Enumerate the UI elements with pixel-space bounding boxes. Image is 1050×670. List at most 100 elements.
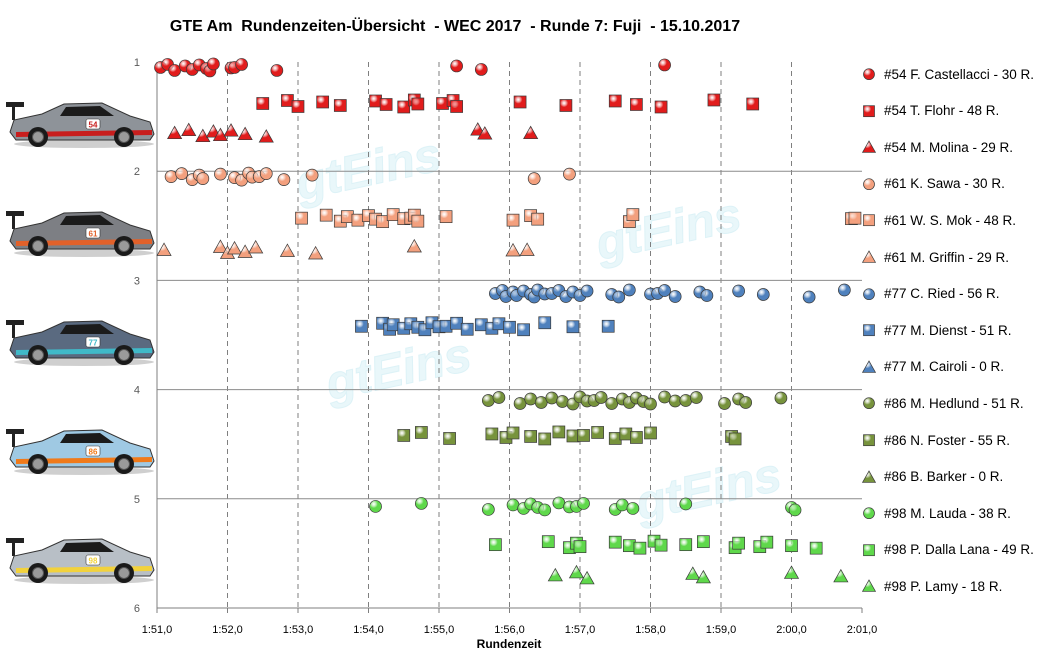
data-point bbox=[406, 238, 422, 253]
data-point bbox=[739, 396, 753, 409]
data-point bbox=[492, 391, 506, 404]
data-point bbox=[411, 214, 425, 228]
data-point bbox=[439, 319, 453, 333]
data-point bbox=[506, 498, 520, 512]
series-8 bbox=[355, 316, 615, 337]
y-tick-label: 1 bbox=[134, 57, 140, 69]
data-point bbox=[376, 215, 389, 229]
data-point bbox=[700, 289, 714, 302]
x-tick-label: 1:57,0 bbox=[565, 624, 596, 636]
data-point bbox=[223, 123, 239, 137]
legend-label: #98 P. Dalla Lana - 49 R. bbox=[884, 542, 1034, 558]
data-point bbox=[411, 97, 425, 111]
data-point bbox=[679, 538, 693, 552]
legend-marker-icon bbox=[863, 507, 875, 520]
legend-item: #77 M. Cairoli - 0 R. bbox=[862, 357, 1004, 377]
legend-marker bbox=[863, 507, 875, 520]
data-point bbox=[760, 535, 774, 549]
data-point bbox=[547, 567, 563, 582]
x-tick-label: 1:56,0 bbox=[494, 624, 525, 636]
legend-label: #61 M. Griffin - 29 R. bbox=[884, 249, 1010, 265]
data-point bbox=[788, 503, 802, 517]
data-point bbox=[619, 427, 633, 441]
data-point bbox=[181, 122, 197, 137]
x-tick-label: 1:55,0 bbox=[424, 624, 455, 636]
legend-label: #86 N. Foster - 55 R. bbox=[884, 432, 1011, 448]
data-point bbox=[226, 240, 243, 255]
data-point bbox=[524, 430, 538, 443]
data-point bbox=[626, 502, 640, 515]
data-point bbox=[785, 539, 798, 553]
data-point bbox=[386, 318, 400, 332]
data-point bbox=[196, 172, 210, 186]
data-point bbox=[622, 283, 636, 297]
data-point bbox=[633, 541, 647, 555]
car-86-icon: 86 bbox=[2, 425, 157, 477]
car-98-icon: 98 bbox=[2, 534, 157, 586]
data-point bbox=[212, 239, 229, 253]
legend-item: #77 M. Dienst - 51 R. bbox=[862, 320, 1012, 340]
car-77-icon: 77 bbox=[2, 316, 157, 368]
data-point bbox=[369, 94, 382, 108]
data-point bbox=[658, 390, 671, 404]
data-point bbox=[679, 394, 693, 407]
legend-label: #61 W. S. Mok - 48 R. bbox=[884, 212, 1017, 228]
data-point bbox=[258, 129, 274, 143]
legend-item: #61 M. Griffin - 29 R. bbox=[862, 247, 1009, 267]
data-point bbox=[277, 173, 291, 187]
data-point bbox=[291, 100, 305, 113]
legend-marker-icon bbox=[863, 214, 875, 227]
data-points bbox=[154, 57, 862, 585]
legend-item: #98 P. Dalla Lana - 49 R. bbox=[862, 540, 1034, 560]
y-axis-ticks: 1 2 3 4 5 6 bbox=[134, 57, 140, 615]
data-point bbox=[615, 498, 629, 512]
data-point bbox=[545, 391, 559, 405]
data-point bbox=[379, 98, 393, 111]
data-point bbox=[503, 320, 516, 334]
x-tick-label: 1:53,0 bbox=[283, 624, 314, 636]
data-point bbox=[608, 94, 622, 108]
svg-text:77: 77 bbox=[89, 339, 98, 348]
data-point bbox=[351, 213, 365, 227]
legend-item: #61 W. S. Mok - 48 R. bbox=[862, 210, 1016, 230]
data-point bbox=[630, 431, 643, 444]
data-point bbox=[482, 503, 495, 516]
data-point bbox=[308, 245, 324, 260]
legend-marker bbox=[863, 324, 875, 337]
legend-label: #54 M. Molina - 29 R. bbox=[884, 139, 1014, 155]
x-tick-label: 2:00,0 bbox=[776, 624, 807, 636]
data-point bbox=[746, 97, 760, 111]
data-point bbox=[195, 128, 211, 143]
data-point bbox=[477, 126, 493, 140]
data-point bbox=[601, 319, 615, 333]
data-point bbox=[538, 316, 552, 330]
legend-marker-icon bbox=[863, 324, 875, 337]
legend-item: #86 M. Hedlund - 51 R. bbox=[862, 393, 1024, 413]
legend-item: #77 C. Ried - 56 R. bbox=[862, 284, 1000, 304]
data-point bbox=[608, 432, 622, 445]
data-point bbox=[527, 172, 541, 186]
svg-text:98: 98 bbox=[89, 557, 98, 566]
data-point bbox=[519, 242, 535, 256]
data-point bbox=[259, 167, 273, 181]
data-point bbox=[397, 100, 411, 114]
data-point bbox=[505, 242, 521, 257]
data-point bbox=[552, 425, 566, 439]
legend-marker-icon bbox=[863, 397, 875, 410]
legend-marker bbox=[863, 397, 875, 410]
data-point bbox=[668, 290, 682, 303]
series-10 bbox=[482, 390, 788, 411]
data-point bbox=[295, 211, 308, 225]
legend-label: #98 P. Lamy - 18 R. bbox=[884, 578, 1003, 594]
data-point bbox=[513, 95, 527, 109]
legend-marker-icon bbox=[863, 287, 875, 300]
data-point bbox=[237, 126, 253, 141]
data-point bbox=[531, 212, 545, 226]
data-point bbox=[594, 391, 608, 404]
data-point bbox=[485, 427, 499, 441]
data-point bbox=[579, 570, 595, 585]
data-point bbox=[305, 168, 319, 182]
data-point bbox=[506, 213, 520, 227]
data-point bbox=[517, 323, 530, 337]
